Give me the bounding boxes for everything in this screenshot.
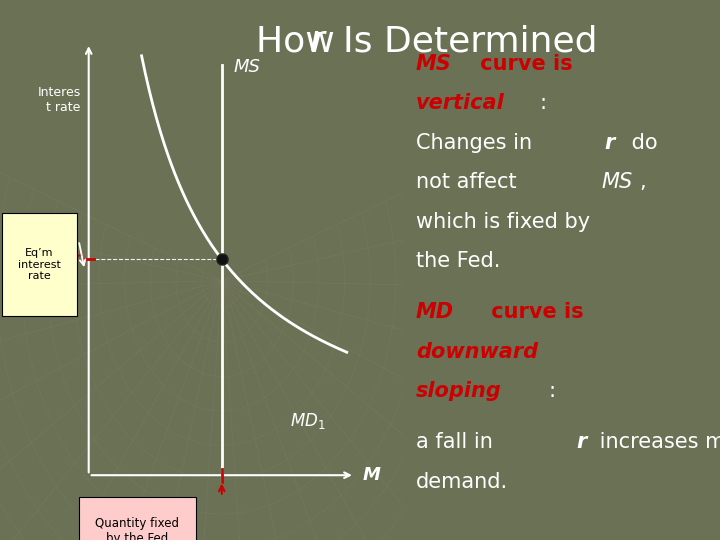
Text: curve is: curve is bbox=[473, 54, 572, 74]
Text: r: r bbox=[310, 24, 325, 58]
Text: which is fixed by: which is fixed by bbox=[416, 212, 590, 232]
Text: increases money: increases money bbox=[593, 433, 720, 453]
Text: r: r bbox=[577, 433, 587, 453]
Text: :: : bbox=[539, 93, 546, 113]
Text: a fall in: a fall in bbox=[416, 433, 500, 453]
Text: Changes in: Changes in bbox=[416, 133, 539, 153]
Text: MS: MS bbox=[416, 54, 451, 74]
Text: MS: MS bbox=[601, 172, 632, 192]
Text: Is Determined: Is Determined bbox=[320, 24, 598, 58]
Text: not affect: not affect bbox=[416, 172, 523, 192]
Text: M: M bbox=[363, 466, 381, 484]
Text: MS: MS bbox=[234, 58, 261, 76]
Text: the Fed.: the Fed. bbox=[416, 251, 500, 271]
Text: do: do bbox=[625, 133, 657, 153]
Text: How: How bbox=[256, 24, 346, 58]
Text: vertical: vertical bbox=[416, 93, 505, 113]
Text: r: r bbox=[73, 250, 81, 268]
Text: Quantity fixed
by the Fed: Quantity fixed by the Fed bbox=[95, 517, 179, 540]
Text: r: r bbox=[604, 133, 615, 153]
Text: Interes
t rate: Interes t rate bbox=[37, 86, 81, 114]
Text: $MD_1$: $MD_1$ bbox=[290, 411, 326, 431]
Text: demand.: demand. bbox=[416, 472, 508, 492]
Text: ,: , bbox=[639, 172, 646, 192]
FancyBboxPatch shape bbox=[2, 213, 76, 316]
Text: MD: MD bbox=[416, 302, 454, 322]
Text: Eq’m
interest
rate: Eq’m interest rate bbox=[18, 248, 60, 281]
Text: downward: downward bbox=[416, 342, 538, 362]
Text: curve is: curve is bbox=[484, 302, 584, 322]
Text: sloping: sloping bbox=[416, 381, 502, 401]
Text: :: : bbox=[549, 381, 556, 401]
FancyBboxPatch shape bbox=[78, 497, 196, 540]
